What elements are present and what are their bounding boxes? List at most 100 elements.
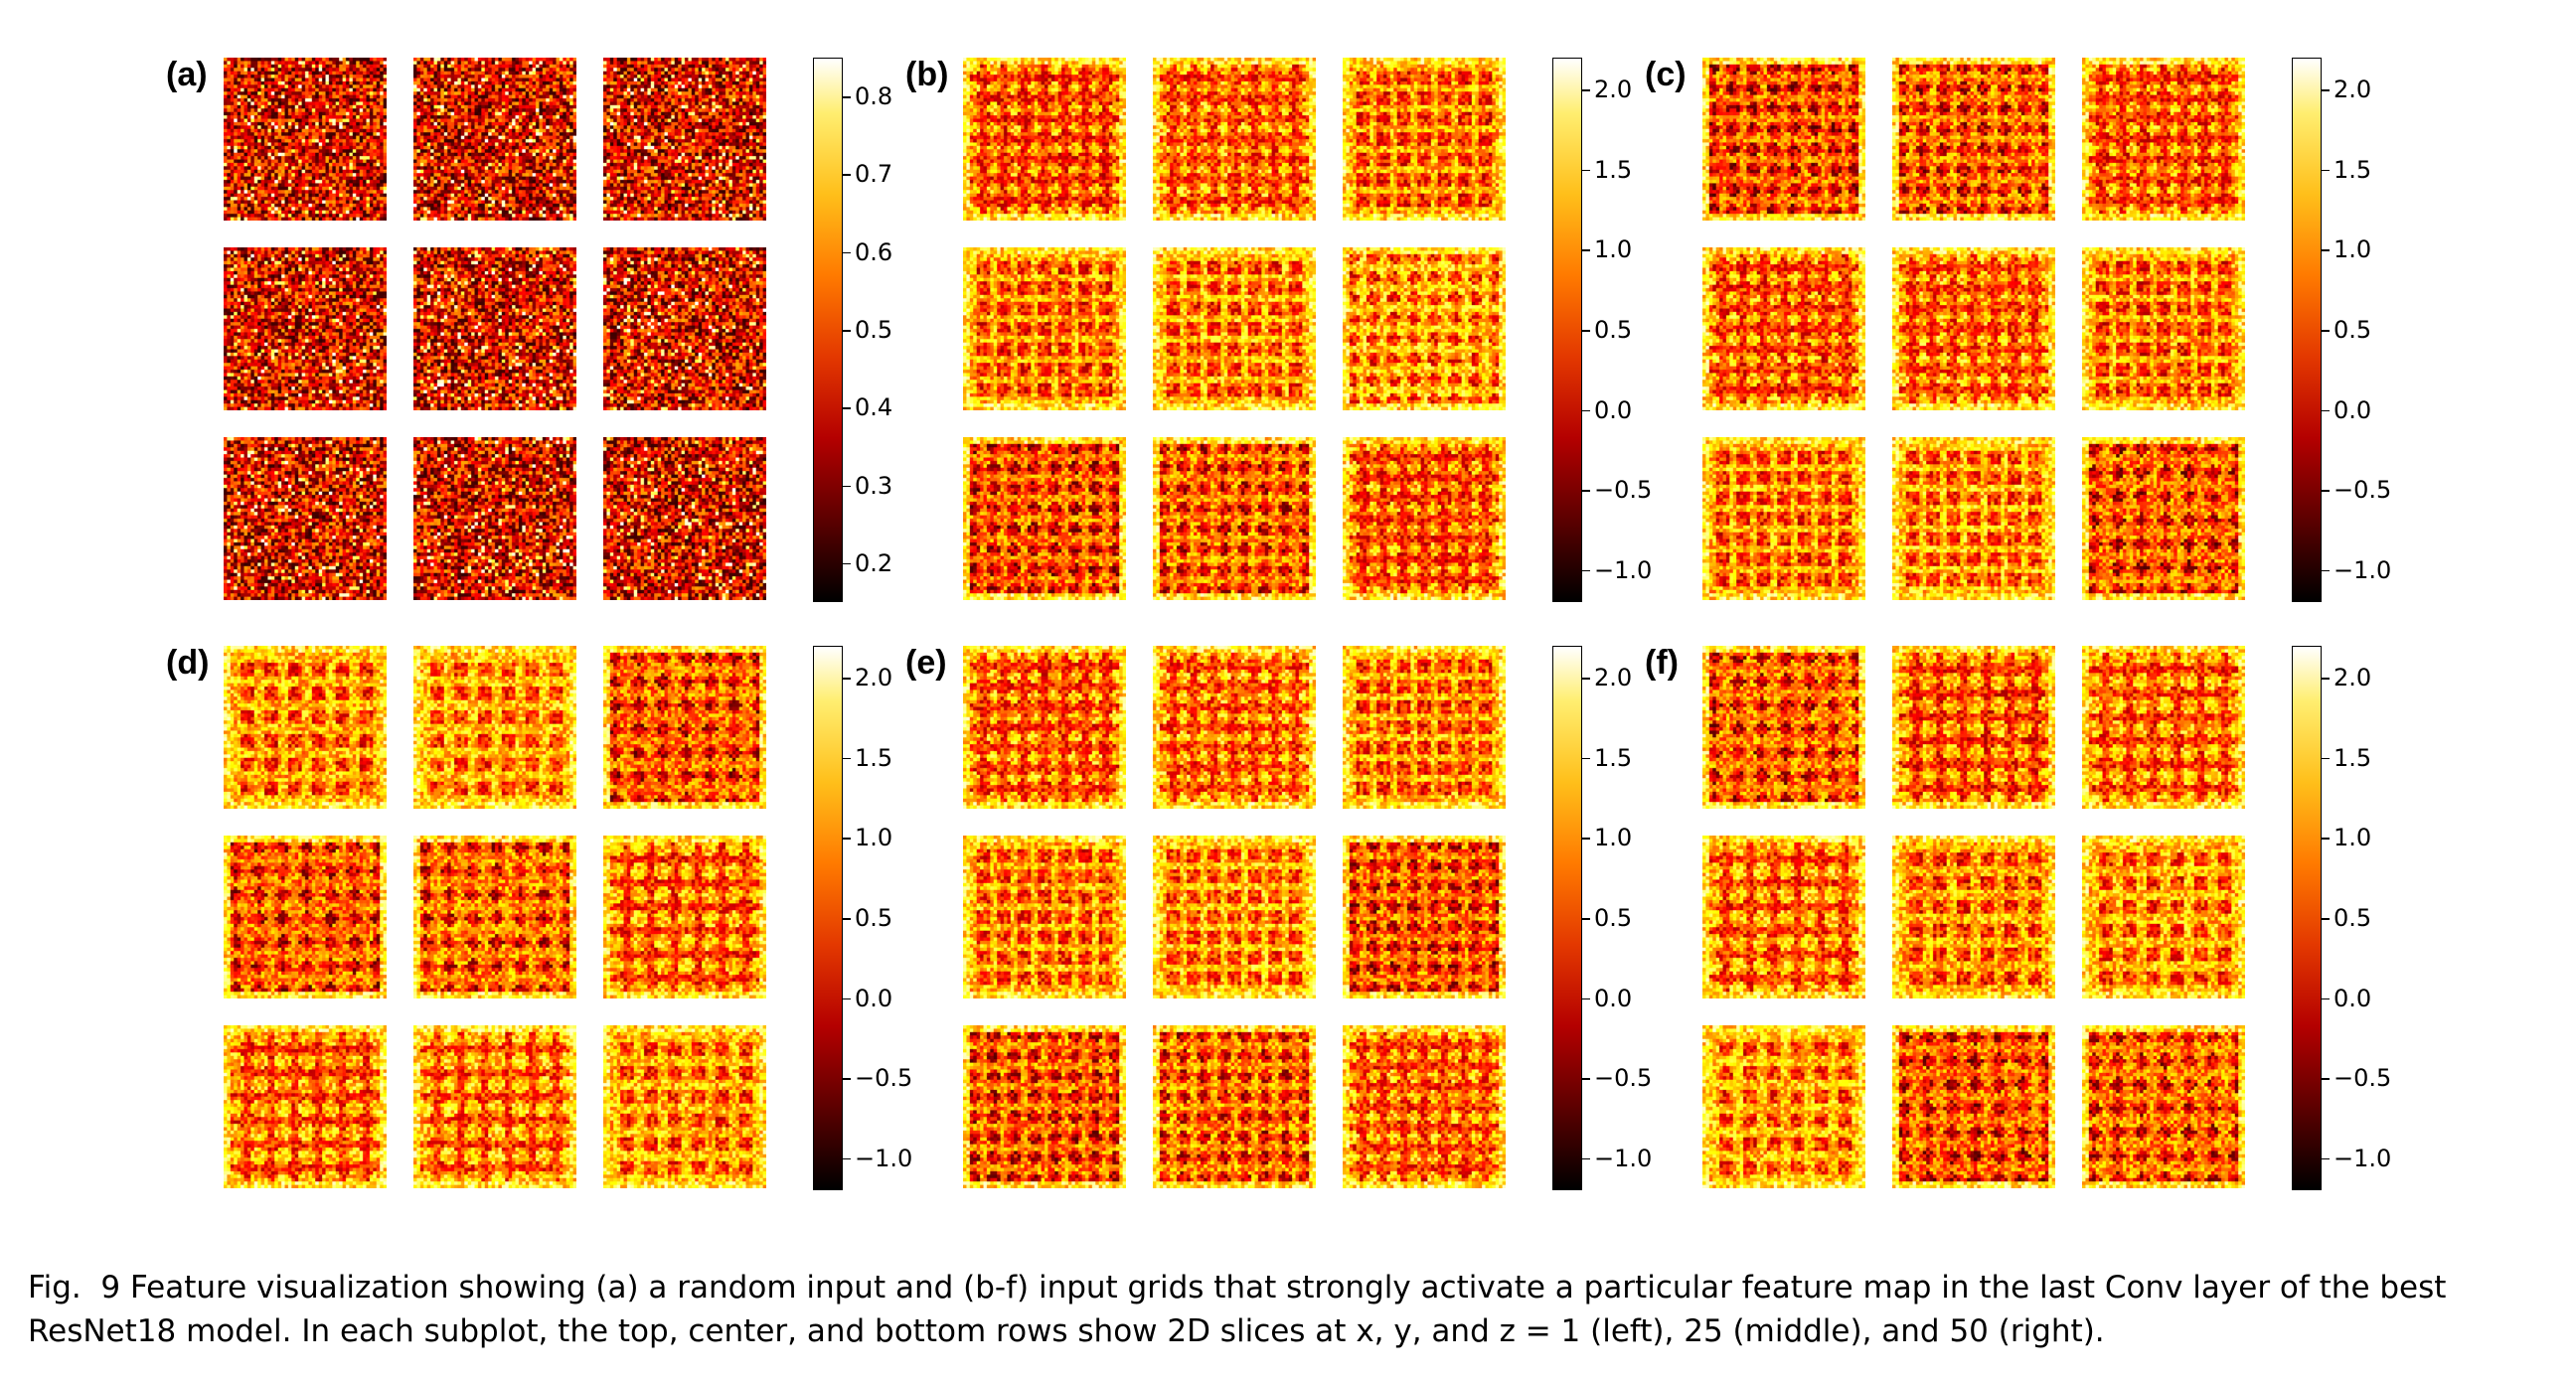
slice-image	[1153, 247, 1316, 410]
slice-image	[1892, 646, 2055, 809]
colorbar-tick-mark	[843, 997, 851, 1000]
colorbar-tick-label: 1.5	[1594, 743, 1633, 772]
slice-image	[963, 58, 1126, 221]
slice-image	[224, 646, 387, 809]
colorbar-tick-label: −1.0	[2334, 1144, 2392, 1172]
slice-image	[224, 58, 387, 221]
slice-image	[603, 646, 766, 809]
slice-image	[1702, 247, 1865, 410]
colorbar-tick-label: 2.0	[855, 664, 893, 692]
colorbar-tick-label: 1.5	[2334, 743, 2372, 772]
colorbar-tick-mark	[2322, 678, 2330, 680]
colorbar-tick-label: 0.0	[2334, 395, 2372, 424]
subplot-label: (a)	[166, 56, 208, 93]
slice-image	[2082, 646, 2245, 809]
slice-image	[603, 247, 766, 410]
colorbar-tick-label: 1.5	[2334, 155, 2372, 184]
colorbar	[1552, 646, 1582, 1190]
slice-image	[1892, 247, 2055, 410]
colorbar	[2292, 58, 2322, 602]
slice-image	[1343, 1025, 1506, 1188]
colorbar-tick-label: 1.0	[855, 824, 893, 852]
subplot-label: (f)	[1645, 644, 1679, 682]
colorbar-tick-label: 0.7	[855, 160, 893, 189]
slice-image	[413, 437, 576, 600]
colorbar-tick-mark	[843, 838, 851, 840]
slice-image	[1153, 58, 1316, 221]
colorbar-tick-label: −1.0	[1594, 555, 1653, 584]
colorbar-tick-label: 0.0	[1594, 984, 1633, 1012]
slice-image	[413, 836, 576, 998]
colorbar-tick-label: 0.0	[2334, 984, 2372, 1012]
colorbar-tick-label: 0.5	[855, 904, 893, 932]
colorbar-tick-label: 1.5	[1594, 155, 1633, 184]
slice-image	[603, 1025, 766, 1188]
colorbar-tick-label: 1.0	[1594, 824, 1633, 852]
slice-image	[413, 1025, 576, 1188]
slice-image	[2082, 836, 2245, 998]
feature-visualization-figure: (a) 0.8 0.7 0.6 0.5 0.4 0.3 0.2 (b) 2.0 1.5 1.0 0.5 0…	[166, 56, 2392, 1190]
colorbar-tick-mark	[1582, 678, 1590, 680]
figure-caption: Fig. 9 Feature visualization showing (a)…	[28, 1266, 2552, 1353]
colorbar-tick-mark	[843, 1078, 851, 1080]
colorbar-tick-mark	[1582, 1157, 1590, 1160]
colorbar-tick-mark	[2322, 997, 2330, 1000]
colorbar-tick-label: 0.6	[855, 237, 893, 266]
slice-image	[1343, 646, 1506, 809]
colorbar-tick-mark	[1582, 89, 1590, 91]
slice-image	[1702, 1025, 1865, 1188]
colorbar-tick-mark	[843, 757, 851, 760]
slice-image	[413, 646, 576, 809]
slice-image	[2082, 247, 2245, 410]
slice-image	[1892, 1025, 2055, 1188]
colorbar-tick-mark	[2322, 89, 2330, 91]
colorbar-tick-mark	[2322, 409, 2330, 412]
colorbar-tick-mark	[1582, 169, 1590, 172]
slice-image	[1702, 646, 1865, 809]
colorbar-tick-label: −0.5	[2334, 1064, 2392, 1093]
colorbar-tick-mark	[1582, 997, 1590, 1000]
colorbar-tick-mark	[2322, 838, 2330, 840]
slice-image	[1343, 836, 1506, 998]
colorbar-tick-mark	[2322, 1157, 2330, 1160]
colorbar	[813, 646, 843, 1190]
slice-image	[1153, 437, 1316, 600]
colorbar-tick-mark	[843, 251, 851, 254]
subplot-label: (c)	[1645, 56, 1687, 93]
colorbar-tick-mark	[2322, 1078, 2330, 1080]
colorbar-tick-label: 1.5	[855, 743, 893, 772]
slice-image	[413, 247, 576, 410]
slice-image	[963, 1025, 1126, 1188]
slice-image	[1892, 437, 2055, 600]
colorbar-tick-mark	[843, 918, 851, 920]
slice-image	[1892, 836, 2055, 998]
colorbar-tick-label: 0.5	[855, 316, 893, 344]
colorbar-tick-mark	[843, 96, 851, 98]
colorbar-tick-mark	[1582, 569, 1590, 572]
colorbar-tick-mark	[2322, 569, 2330, 572]
colorbar-tick-label: 1.0	[2334, 824, 2372, 852]
colorbar-tick-label: −1.0	[1594, 1144, 1653, 1172]
slice-image	[2082, 1025, 2245, 1188]
slice-image	[1343, 58, 1506, 221]
colorbar	[1552, 58, 1582, 602]
slice-image	[1343, 247, 1506, 410]
colorbar-tick-label: 0.0	[1594, 395, 1633, 424]
slice-image	[603, 58, 766, 221]
slice-image	[1343, 437, 1506, 600]
colorbar-tick-label: 0.0	[855, 984, 893, 1012]
colorbar-tick-mark	[843, 678, 851, 680]
colorbar-tick-label: −0.5	[1594, 476, 1653, 505]
colorbar-tick-label: 2.0	[2334, 76, 2372, 104]
colorbar-tick-label: −0.5	[1594, 1064, 1653, 1093]
colorbar-tick-label: 0.5	[2334, 316, 2372, 344]
colorbar	[2292, 646, 2322, 1190]
subplot-label: (e)	[905, 644, 947, 682]
colorbar-tick-label: 0.2	[855, 548, 893, 577]
colorbar-tick-mark	[2322, 169, 2330, 172]
subplot-label: (d)	[166, 644, 210, 682]
colorbar-tick-label: 0.5	[1594, 316, 1633, 344]
slice-image	[1153, 646, 1316, 809]
slice-image	[963, 247, 1126, 410]
colorbar-tick-mark	[2322, 490, 2330, 492]
